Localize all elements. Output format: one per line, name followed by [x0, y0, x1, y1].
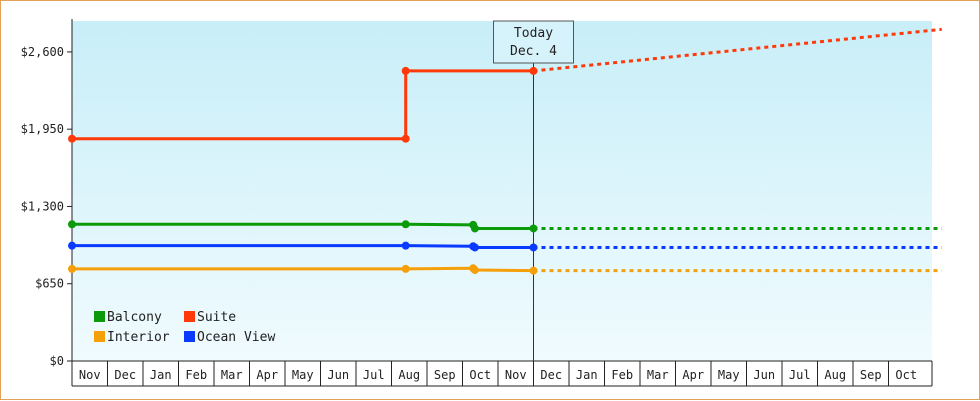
x-tick-label: Mar: [221, 368, 243, 382]
data-point: [401, 264, 410, 273]
data-point: [470, 224, 479, 233]
series-lines: [68, 27, 942, 275]
legend-label: Balcony: [107, 310, 162, 325]
series-line: [72, 69, 534, 141]
legend-item-balcony: Balcony: [94, 310, 162, 325]
series-suite: [68, 27, 942, 143]
legend-item-ocean-view: Ocean View: [184, 330, 275, 345]
series-ocean-view: [68, 241, 942, 252]
x-tick-label: Apr: [256, 368, 278, 382]
x-tick-label: Oct: [469, 368, 491, 382]
data-point: [68, 134, 76, 143]
x-tick-label: May: [718, 368, 740, 382]
legend-swatch: [94, 331, 105, 342]
plot-background: [72, 21, 932, 361]
data-point: [401, 220, 410, 229]
x-tick-label: Feb: [611, 368, 633, 382]
x-tick-label: Aug: [824, 368, 846, 382]
y-tick-label: $2,600: [21, 45, 64, 59]
x-tick-label: Dec: [114, 368, 136, 382]
y-axis: $0 $650 $1,300 $1,950 $2,600: [21, 19, 73, 368]
legend-item-interior: Interior: [94, 330, 170, 345]
data-point: [401, 241, 410, 250]
x-tick-label: Sep: [860, 368, 882, 382]
legend-item-suite: Suite: [184, 310, 236, 325]
x-tick-label: Sep: [434, 368, 456, 382]
y-tick-label: $650: [35, 277, 64, 291]
data-point: [529, 266, 538, 275]
x-tick-label: Jul: [789, 368, 811, 382]
legend-swatch: [184, 311, 195, 322]
data-point: [529, 224, 538, 233]
x-tick-label: Jul: [363, 368, 385, 382]
today-marker: Today Dec. 4: [493, 20, 574, 361]
x-tick-label: Dec: [540, 368, 562, 382]
series-interior: [68, 264, 942, 275]
data-point: [529, 66, 538, 75]
x-tick-label: Aug: [398, 368, 420, 382]
legend: Balcony Suite Interior Ocean View: [94, 310, 275, 345]
today-label: Today: [514, 26, 553, 41]
data-point: [401, 134, 410, 143]
legend-swatch: [94, 311, 105, 322]
today-date: Dec. 4: [510, 44, 557, 59]
data-point: [401, 66, 410, 75]
x-tick-label: Nov: [79, 368, 101, 382]
x-tick-label: May: [292, 368, 314, 382]
x-tick-label: Jan: [576, 368, 598, 382]
x-tick-label: Jan: [150, 368, 172, 382]
data-point: [470, 266, 479, 275]
data-point: [470, 243, 479, 252]
legend-swatch: [184, 331, 195, 342]
data-point: [68, 241, 76, 250]
data-point: [529, 243, 538, 252]
y-tick-label: $1,300: [21, 199, 64, 213]
y-tick-label: $1,950: [21, 122, 64, 136]
x-tick-label: Feb: [185, 368, 207, 382]
x-tick-label: Nov: [505, 368, 527, 382]
x-tick-label: Jun: [753, 368, 775, 382]
y-tick-label: $0: [50, 354, 64, 368]
data-point: [68, 220, 76, 229]
x-tick-label: Oct: [895, 368, 917, 382]
x-tick-label: Jun: [327, 368, 349, 382]
legend-label: Ocean View: [197, 330, 275, 345]
data-point: [68, 264, 76, 273]
legend-label: Interior: [107, 330, 170, 345]
x-axis: Nov Dec Jan Feb Mar Apr May Jun Jul Aug Sep Oct Nov D…: [71, 360, 933, 387]
x-tick-label: Mar: [647, 368, 669, 382]
today-callout-box: [493, 20, 574, 64]
x-tick-label: Apr: [682, 368, 704, 382]
series-balcony: [68, 220, 942, 233]
legend-label: Suite: [197, 310, 236, 325]
